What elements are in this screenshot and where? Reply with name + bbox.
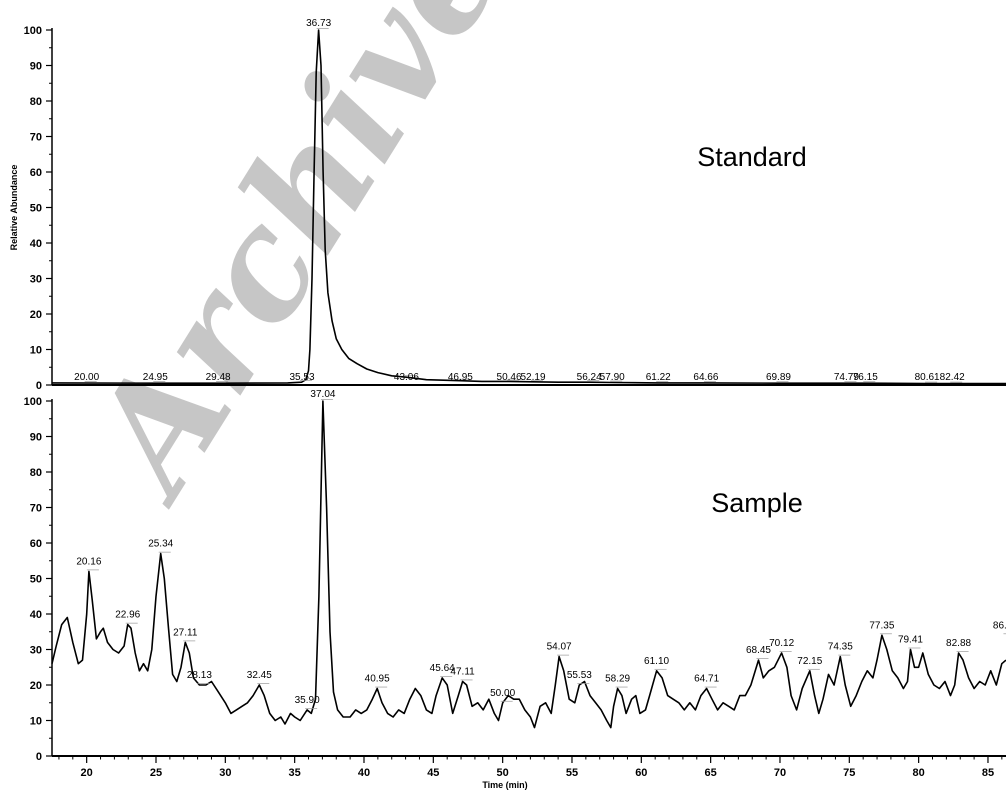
y-axis-title: Relative Abundance: [9, 165, 19, 251]
x-tick-label: 45: [427, 767, 439, 779]
top-y-tick-label: 40: [30, 238, 42, 250]
top-y-tick-label: 50: [30, 203, 42, 215]
x-tick-label: 25: [150, 767, 162, 779]
peak-label: 55.53: [567, 670, 592, 681]
peak-label: 80.61: [915, 372, 940, 383]
bottom-panel-title: Sample: [711, 488, 803, 518]
bottom-y-tick-label: 60: [30, 538, 42, 550]
bottom-y-tick-label: 10: [30, 716, 42, 728]
x-tick-label: 35: [289, 767, 301, 779]
x-axis-title: Time (min): [482, 780, 527, 790]
peak-label: 35.53: [289, 372, 314, 383]
bottom-y-tick-label: 70: [30, 503, 42, 515]
x-tick-label: 50: [497, 767, 509, 779]
peak-label: 56.24: [577, 372, 602, 383]
top-panel-title: Standard: [697, 142, 807, 172]
peak-label: 46.95: [448, 372, 473, 383]
peak-label: 20.16: [76, 556, 101, 567]
top-y-tick-label: 90: [30, 61, 42, 73]
top-y-tick-label: 20: [30, 309, 42, 321]
peak-label: 82.42: [940, 372, 965, 383]
bottom-y-tick-label: 40: [30, 609, 42, 621]
peak-label: 64.66: [693, 372, 718, 383]
x-tick-label: 60: [635, 767, 647, 779]
peak-label: 74.35: [828, 642, 853, 653]
top-trace: [51, 29, 1006, 385]
top-y-tick-label: 60: [30, 167, 42, 179]
peak-label: 54.07: [547, 642, 572, 653]
peak-label: 79.41: [898, 635, 923, 646]
x-tick-label: 65: [705, 767, 717, 779]
peak-label: 50.46: [497, 372, 522, 383]
x-tick-label: 20: [81, 767, 93, 779]
peak-label: 37.04: [310, 389, 335, 400]
top-y-tick-label: 0: [36, 380, 42, 392]
peak-label: 82.88: [946, 638, 971, 649]
peak-label: 52.19: [521, 372, 546, 383]
peak-label: 28.13: [187, 670, 212, 681]
bottom-trace: [51, 400, 1006, 729]
bottom-y-tick-label: 20: [30, 680, 42, 692]
peak-label: 74.79: [834, 372, 859, 383]
x-tick-label: 80: [913, 767, 925, 779]
x-tick-label: 30: [219, 767, 231, 779]
x-tick-label: 85: [982, 767, 994, 779]
x-tick-label: 70: [774, 767, 786, 779]
peak-label: 47.11: [450, 666, 475, 677]
bottom-y-tick-label: 50: [30, 574, 42, 586]
top-y-tick-label: 30: [30, 274, 42, 286]
bottom-y-tick-label: 90: [30, 432, 42, 444]
peak-label: 24.95: [143, 372, 168, 383]
peak-label: 57.90: [600, 372, 625, 383]
peak-label: 45.64: [430, 663, 455, 674]
peak-label: 50.00: [490, 688, 515, 699]
peak-label: 86.26: [993, 620, 1006, 631]
peak-label: 68.45: [746, 645, 771, 656]
x-tick-label: 40: [358, 767, 370, 779]
peak-label: 35.90: [295, 695, 320, 706]
peak-label: 61.10: [644, 656, 669, 667]
x-tick-label: 75: [843, 767, 855, 779]
peak-label: 36.73: [306, 18, 331, 29]
x-tick-label: 55: [566, 767, 578, 779]
peak-label: 25.34: [148, 539, 173, 550]
bottom-y-tick-label: 100: [24, 396, 42, 408]
peak-label: 69.89: [766, 372, 791, 383]
peak-label: 72.15: [797, 656, 822, 667]
peak-label: 77.35: [869, 620, 894, 631]
peak-label: 22.96: [115, 610, 140, 621]
bottom-y-tick-label: 80: [30, 467, 42, 479]
top-y-tick-label: 70: [30, 132, 42, 144]
peak-label: 76.15: [853, 372, 878, 383]
peak-label: 70.12: [769, 638, 794, 649]
peak-label: 61.22: [646, 372, 671, 383]
peak-label: 64.71: [694, 674, 719, 685]
top-y-tick-label: 10: [30, 345, 42, 357]
bottom-y-tick-label: 30: [30, 645, 42, 657]
peak-label: 27.11: [173, 627, 198, 638]
bottom-y-tick-label: 0: [36, 751, 42, 763]
peak-label: 32.45: [247, 670, 272, 681]
peak-label: 20.00: [74, 372, 99, 383]
top-y-tick-label: 100: [24, 25, 42, 37]
peak-label: 58.29: [605, 674, 630, 685]
peak-label: 43.06: [394, 372, 419, 383]
peak-label: 40.95: [365, 674, 390, 685]
peak-label: 29.48: [206, 372, 231, 383]
top-y-tick-label: 80: [30, 96, 42, 108]
